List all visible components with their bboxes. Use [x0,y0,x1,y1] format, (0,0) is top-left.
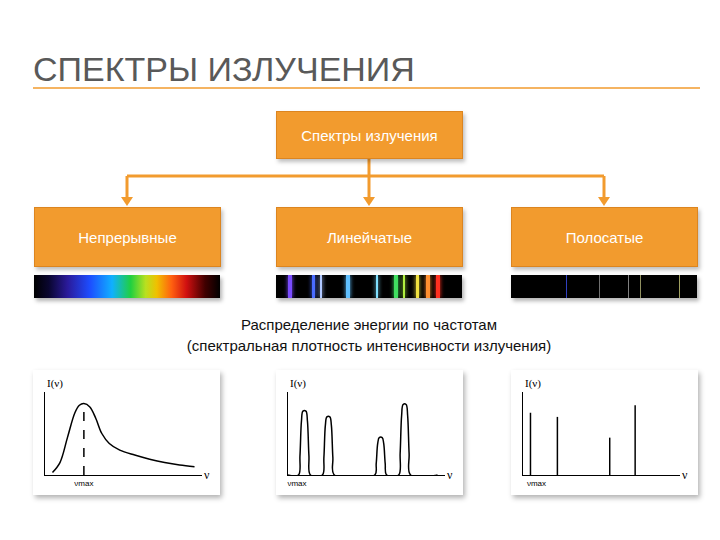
html-text:Распределение энергии по часто: Распределение энергии по частотам [241,316,497,333]
svg-text:ν: ν [682,468,688,482]
html-text:Непрерывные: Непрерывные [78,228,177,246]
svg-text:νmax: νmax [287,479,306,488]
html-text:Полосатые: Полосатые [565,228,644,246]
svg-text:ν: ν [204,468,210,482]
svg-text:I(ν): I(ν) [525,377,541,390]
svg-text:νmax: νmax [527,479,546,488]
html-text:Линейчатые: Линейчатые [327,228,412,246]
svg-text:νmax: νmax [74,479,93,488]
svg-text:I(ν): I(ν) [47,377,63,390]
html-text:(спектральная плотность интенс: (спектральная плотность интенсивности из… [186,337,552,354]
svg-text:ν: ν [447,468,453,482]
html-text:Спектры излучения: Спектры излучения [301,126,438,144]
html-text:СПЕКТРЫ ИЗЛУЧЕНИЯ: СПЕКТРЫ ИЗЛУЧЕНИЯ [33,50,415,88]
svg-text:I(ν): I(ν) [290,377,306,390]
